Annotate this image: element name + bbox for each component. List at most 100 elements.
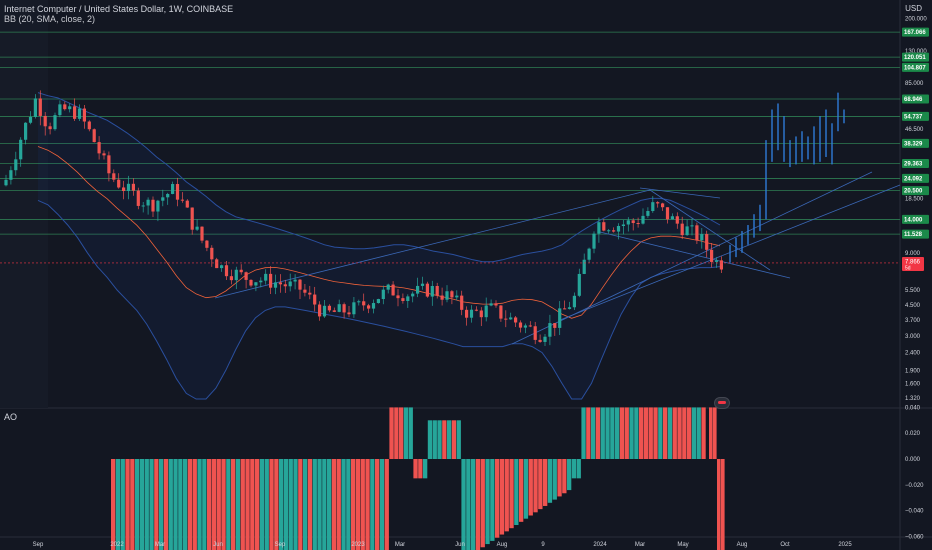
ao-bar[interactable] bbox=[687, 407, 692, 459]
ao-bar[interactable] bbox=[586, 407, 591, 459]
ao-bar[interactable] bbox=[322, 459, 327, 550]
ao-bar[interactable] bbox=[619, 407, 625, 459]
ao-bar[interactable] bbox=[495, 459, 500, 538]
candle[interactable] bbox=[117, 179, 121, 188]
candle[interactable] bbox=[538, 339, 542, 342]
ao-bar[interactable] bbox=[490, 459, 495, 541]
ao-bar[interactable] bbox=[418, 459, 423, 479]
candle[interactable] bbox=[24, 122, 28, 140]
ao-bar[interactable] bbox=[250, 459, 255, 550]
ao-bar[interactable] bbox=[427, 420, 433, 459]
level-badge[interactable] bbox=[902, 27, 929, 37]
candle[interactable] bbox=[136, 190, 140, 206]
ao-bar[interactable] bbox=[437, 420, 442, 459]
ao-bar[interactable] bbox=[178, 459, 183, 550]
ao-bar[interactable] bbox=[259, 459, 265, 550]
ao-bar[interactable] bbox=[591, 407, 596, 459]
ao-bar[interactable] bbox=[111, 459, 116, 550]
ao-bar[interactable] bbox=[269, 459, 274, 550]
candle[interactable] bbox=[146, 199, 150, 206]
ao-bar[interactable] bbox=[288, 459, 293, 550]
ao-bar[interactable] bbox=[303, 459, 308, 550]
candle[interactable] bbox=[465, 309, 469, 318]
candle[interactable] bbox=[293, 279, 297, 282]
candle[interactable] bbox=[616, 225, 621, 232]
candle[interactable] bbox=[38, 98, 42, 116]
candle[interactable] bbox=[695, 225, 699, 241]
level-badge[interactable] bbox=[902, 62, 929, 72]
candle[interactable] bbox=[401, 298, 405, 301]
candle[interactable] bbox=[4, 179, 8, 186]
bollinger-upper-band[interactable] bbox=[37, 92, 721, 263]
candle[interactable] bbox=[28, 116, 33, 123]
candle[interactable] bbox=[504, 318, 508, 320]
candle[interactable] bbox=[327, 305, 331, 311]
candle[interactable] bbox=[484, 305, 488, 318]
candle[interactable] bbox=[416, 285, 420, 294]
candle[interactable] bbox=[63, 104, 67, 110]
trendline[interactable] bbox=[214, 189, 651, 299]
ao-bar[interactable] bbox=[389, 407, 394, 459]
candle[interactable] bbox=[269, 273, 273, 288]
level-badge[interactable] bbox=[902, 186, 929, 196]
level-badge[interactable] bbox=[902, 158, 929, 168]
ao-bar[interactable] bbox=[149, 459, 154, 550]
candle[interactable] bbox=[220, 265, 224, 269]
ao-bar[interactable] bbox=[216, 459, 221, 550]
candle[interactable] bbox=[553, 323, 557, 328]
ao-bar[interactable] bbox=[351, 459, 356, 550]
candle[interactable] bbox=[102, 153, 106, 156]
candle[interactable] bbox=[337, 304, 341, 312]
ao-bar[interactable] bbox=[658, 407, 663, 459]
candle[interactable] bbox=[651, 202, 655, 212]
candle[interactable] bbox=[592, 233, 596, 249]
ao-bar[interactable] bbox=[245, 459, 250, 550]
level-badge[interactable] bbox=[902, 52, 929, 62]
candle[interactable] bbox=[563, 308, 567, 310]
candle[interactable] bbox=[352, 302, 356, 315]
candle[interactable] bbox=[362, 301, 366, 306]
ao-bar[interactable] bbox=[168, 459, 173, 550]
candle[interactable] bbox=[259, 280, 263, 283]
candle[interactable] bbox=[558, 308, 562, 328]
candle[interactable] bbox=[602, 222, 606, 231]
candle[interactable] bbox=[82, 108, 86, 122]
candle[interactable] bbox=[195, 226, 199, 230]
candle[interactable] bbox=[318, 304, 322, 317]
candle[interactable] bbox=[636, 223, 640, 225]
candle[interactable] bbox=[298, 279, 302, 290]
candle[interactable] bbox=[239, 269, 243, 273]
candle[interactable] bbox=[494, 303, 498, 306]
candle[interactable] bbox=[58, 104, 62, 116]
ao-bar[interactable] bbox=[709, 407, 713, 459]
candle[interactable] bbox=[303, 289, 307, 293]
ao-bar[interactable] bbox=[552, 459, 557, 500]
candle[interactable] bbox=[14, 159, 18, 171]
ao-bar[interactable] bbox=[255, 459, 260, 550]
ao-bar[interactable] bbox=[595, 407, 601, 459]
candle[interactable] bbox=[33, 98, 37, 117]
ao-bar[interactable] bbox=[571, 459, 577, 479]
ao-bar[interactable] bbox=[432, 420, 437, 459]
ao-bar[interactable] bbox=[672, 407, 677, 459]
ao-bar[interactable] bbox=[667, 407, 673, 459]
ao-bar[interactable] bbox=[394, 407, 399, 459]
candle[interactable] bbox=[234, 269, 238, 281]
candle[interactable] bbox=[9, 170, 13, 180]
candle[interactable] bbox=[264, 273, 268, 281]
ao-bar[interactable] bbox=[663, 407, 668, 459]
level-badge[interactable] bbox=[902, 229, 929, 239]
candle[interactable] bbox=[499, 305, 503, 319]
candle[interactable] bbox=[577, 273, 581, 296]
candle[interactable] bbox=[391, 284, 395, 296]
candle[interactable] bbox=[273, 282, 278, 288]
candle[interactable] bbox=[450, 291, 454, 298]
ao-bar[interactable] bbox=[634, 407, 639, 459]
candle[interactable] bbox=[43, 115, 47, 127]
candle[interactable] bbox=[641, 215, 645, 224]
candle[interactable] bbox=[705, 234, 709, 250]
bollinger-legend[interactable]: BB (20, SMA, close, 2) bbox=[4, 14, 96, 24]
ao-bar[interactable] bbox=[677, 407, 682, 459]
ao-bar[interactable] bbox=[480, 459, 485, 548]
